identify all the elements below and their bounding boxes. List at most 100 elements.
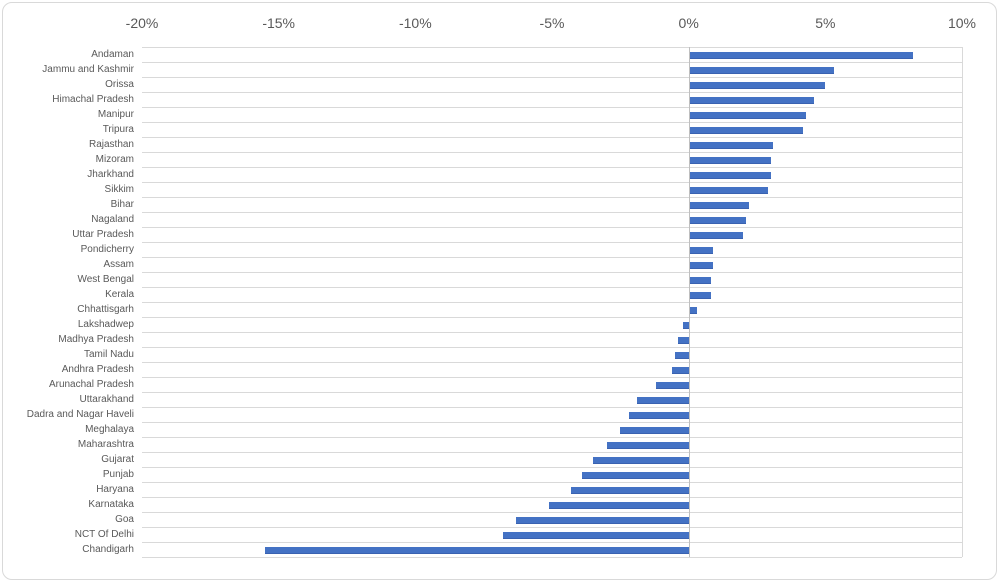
bar	[688, 217, 747, 224]
category-label: Rajasthan	[88, 139, 134, 150]
chart-row	[142, 168, 962, 183]
chart-row	[142, 93, 962, 108]
chart-row	[142, 468, 962, 483]
bar	[672, 367, 689, 374]
chart-row	[142, 333, 962, 348]
category-label: Haryana	[96, 484, 134, 495]
chart-row	[142, 48, 962, 63]
bar	[620, 427, 689, 434]
category-label: Andaman	[91, 49, 134, 60]
chart-row	[142, 513, 962, 528]
bar	[688, 172, 771, 179]
chart-row	[142, 108, 962, 123]
chart-row	[142, 408, 962, 423]
bar	[502, 532, 689, 539]
chart-row	[142, 273, 962, 288]
bar	[677, 337, 689, 344]
bar	[582, 472, 689, 479]
chart-row	[142, 183, 962, 198]
x-tick-label: -20%	[125, 15, 159, 31]
x-tick-label: 5%	[815, 15, 836, 31]
category-label: West Bengal	[77, 274, 134, 285]
zero-axis-line	[689, 47, 690, 557]
chart-row	[142, 483, 962, 498]
chart-row	[142, 543, 962, 558]
chart-row	[142, 213, 962, 228]
bar	[549, 502, 689, 509]
category-label: Lakshadwep	[77, 319, 134, 330]
x-tick-label: -15%	[262, 15, 295, 31]
category-label: NCT Of Delhi	[74, 529, 134, 540]
category-label: Manipur	[97, 109, 134, 120]
chart-row	[142, 528, 962, 543]
category-label: Meghalaya	[85, 424, 134, 435]
bar	[688, 202, 749, 209]
bar	[636, 397, 689, 404]
category-label: Maharashtra	[77, 439, 134, 450]
chart-row	[142, 123, 962, 138]
category-label: Punjab	[102, 469, 134, 480]
bar	[675, 352, 689, 359]
category-label: Sikkim	[104, 184, 134, 195]
x-tick-label: -10%	[398, 15, 432, 31]
category-label: Arunachal Pradesh	[48, 379, 134, 390]
bar	[688, 112, 807, 119]
chart-row	[142, 498, 962, 513]
chart-row	[142, 288, 962, 303]
bar	[265, 547, 689, 554]
category-label: Bihar	[110, 199, 134, 210]
chart-row	[142, 198, 962, 213]
bar	[688, 247, 714, 254]
category-label: Kerala	[105, 289, 134, 300]
category-label: Assam	[103, 259, 134, 270]
category-label: Andhra Pradesh	[61, 364, 134, 375]
chart-row	[142, 453, 962, 468]
category-label: Nagaland	[91, 214, 134, 225]
bar	[688, 232, 744, 239]
chart-row	[142, 423, 962, 438]
category-label: Karnataka	[88, 499, 134, 510]
bar	[688, 67, 834, 74]
bar	[628, 412, 689, 419]
bar	[688, 52, 913, 59]
category-label: Uttar Pradesh	[72, 229, 134, 240]
category-label: Uttarakhand	[79, 394, 134, 405]
chart-row	[142, 153, 962, 168]
chart-row	[142, 63, 962, 78]
category-label: Madhya Pradesh	[58, 334, 134, 345]
chart-row	[142, 228, 962, 243]
bar	[688, 187, 768, 194]
chart-row	[142, 363, 962, 378]
chart-row	[142, 318, 962, 333]
bar	[683, 322, 689, 329]
chart-row	[142, 138, 962, 153]
bar	[688, 307, 697, 314]
category-label: Goa	[115, 514, 134, 525]
plot-area	[142, 47, 962, 558]
category-label: Pondicherry	[80, 244, 134, 255]
x-tick-label: -5%	[539, 15, 565, 31]
category-label: Jammu and Kashmir	[42, 64, 134, 75]
chart-row	[142, 78, 962, 93]
bar	[571, 487, 689, 494]
bar	[688, 97, 815, 104]
category-label: Orissa	[105, 79, 134, 90]
category-label: Chandigarh	[82, 544, 134, 555]
chart-row	[142, 438, 962, 453]
bar	[688, 157, 771, 164]
chart-row	[142, 393, 962, 408]
chart-row	[142, 348, 962, 363]
chart-row	[142, 378, 962, 393]
right-gridline	[962, 47, 963, 557]
category-label: Dadra and Nagar Haveli	[26, 409, 134, 420]
category-label: Tamil Nadu	[83, 349, 134, 360]
bar	[688, 127, 804, 134]
category-label: Jharkhand	[87, 169, 134, 180]
bar	[688, 142, 774, 149]
category-label: Gujarat	[101, 454, 134, 465]
bar	[593, 457, 689, 464]
bar	[688, 82, 826, 89]
chart-row	[142, 258, 962, 273]
bar	[606, 442, 689, 449]
